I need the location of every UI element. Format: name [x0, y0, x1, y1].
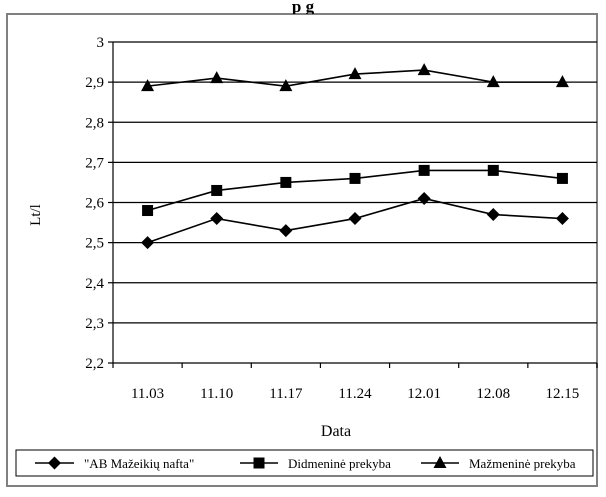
x-tick-label: 12.15 [546, 386, 580, 402]
x-axis-label: Data [321, 423, 351, 440]
legend-label: "AB Mažeikių nafta" [84, 456, 194, 471]
legend-label: Didmeninė prekyba [288, 456, 391, 471]
data-point [211, 184, 223, 196]
y-tick-label: 2,8 [85, 115, 104, 131]
legend-label: Mažmeninė prekyba [469, 456, 576, 471]
data-point [417, 191, 431, 205]
legend-marker [253, 457, 265, 469]
x-tick-label: 12.08 [476, 386, 510, 402]
data-point [349, 172, 361, 184]
y-tick-label: 3 [97, 35, 105, 51]
legend: "AB Mažeikių nafta" Didmeninė prekyba Mažm… [15, 449, 594, 477]
series [141, 63, 569, 250]
data-point [418, 164, 430, 176]
x-tick-label: 11.03 [131, 386, 164, 402]
data-point [417, 63, 431, 76]
x-tick-label: 11.24 [338, 386, 372, 402]
y-tick-label: 2,2 [85, 356, 104, 372]
y-tick-labels: 2,2 2,3 2,4 2,5 2,6 2,7 2,8 2,9 3 [85, 35, 104, 372]
data-point [348, 67, 362, 80]
data-point [555, 212, 569, 226]
x-tick-label: 11.17 [269, 386, 303, 402]
legend-item: Mažmeninė prekyba [421, 456, 576, 471]
chart-title: p g [291, 0, 315, 14]
y-tick-label: 2,5 [85, 236, 104, 252]
y-tick-label: 2,9 [85, 75, 104, 91]
y-tick-label: 2,3 [85, 316, 104, 332]
data-point [487, 164, 499, 176]
legend-item: Didmeninė prekyba [240, 456, 391, 471]
axes [108, 41, 598, 368]
data-point [210, 71, 224, 84]
data-point [210, 212, 224, 226]
chart-area-border [6, 13, 598, 487]
data-point [348, 212, 362, 226]
legend-item: "AB Mažeikių nafta" [35, 456, 194, 471]
data-point [279, 79, 293, 92]
data-point [279, 224, 293, 238]
y-tick-label: 2,7 [85, 155, 104, 171]
legend-marker [48, 456, 61, 470]
x-tick-labels: 11.03 11.10 11.17 11.24 12.01 12.08 12.15 [131, 386, 579, 402]
legend-marker [433, 456, 447, 468]
series-diamond [141, 191, 569, 250]
series-triangle [141, 63, 569, 92]
x-tick-label: 12.01 [407, 386, 441, 402]
legend-box [15, 449, 594, 477]
data-point [556, 172, 568, 184]
data-point [486, 208, 500, 222]
series-square [142, 164, 568, 217]
y-axis-label: Lt/l [28, 204, 44, 226]
data-point [555, 75, 569, 88]
data-point [280, 176, 292, 188]
y-tick-label: 2,4 [85, 276, 104, 292]
data-point [141, 236, 155, 250]
data-point [141, 79, 155, 92]
data-point [142, 205, 154, 217]
data-point [486, 75, 500, 88]
x-tick-label: 11.10 [200, 386, 233, 402]
y-tick-label: 2,6 [85, 196, 104, 212]
